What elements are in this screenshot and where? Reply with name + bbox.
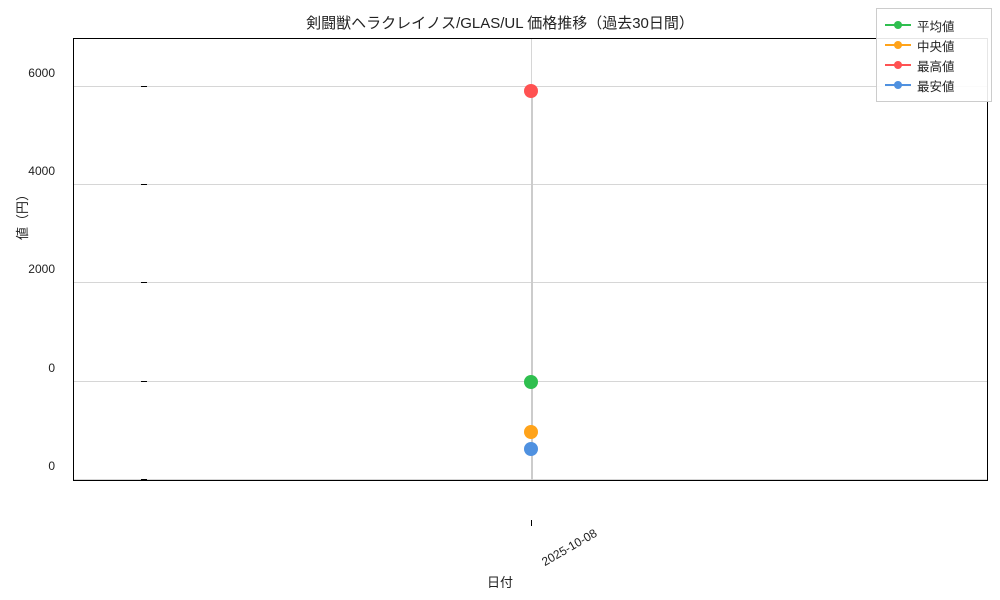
legend-label-median: 中央値 [917, 36, 955, 55]
legend-label-min: 最安値 [917, 76, 955, 95]
value-connector-line [531, 87, 533, 480]
ytick-4000: 2000 [0, 262, 55, 276]
datapoint-median[interactable] [524, 425, 538, 439]
chart-root: 剣闘獣ヘラクレイノス/GLAS/UL 価格推移（過去30日間） 6000 400… [0, 0, 1000, 600]
plot-area: 6000 4000 2000 0 0 2025-10-08 [73, 38, 988, 481]
datapoint-min[interactable] [524, 442, 538, 456]
legend-item-avg[interactable]: 平均値 [885, 15, 983, 35]
legend-swatch-avg [885, 24, 911, 26]
ytick-6000: 4000 [0, 164, 55, 178]
ytick-2000: 0 [0, 361, 55, 375]
legend-swatch-median [885, 44, 911, 46]
ytick-8000: 6000 [0, 66, 55, 80]
ytick-0: 0 [0, 459, 55, 473]
y-axis-label: 値（円） [12, 188, 31, 240]
datapoint-max[interactable] [524, 84, 538, 98]
legend-item-min[interactable]: 最安値 [885, 75, 983, 95]
legend-swatch-min [885, 84, 911, 86]
xtick-label-0: 2025-10-08 [539, 526, 599, 569]
legend-label-max: 最高値 [917, 56, 955, 75]
x-axis-label: 日付 [0, 572, 1000, 591]
legend-item-max[interactable]: 最高値 [885, 55, 983, 75]
datapoint-avg[interactable] [524, 375, 538, 389]
legend-item-median[interactable]: 中央値 [885, 35, 983, 55]
legend-swatch-max [885, 64, 911, 66]
legend-label-avg: 平均値 [917, 16, 955, 35]
chart-legend: 平均値 中央値 最高値 最安値 [876, 8, 992, 102]
chart-title: 剣闘獣ヘラクレイノス/GLAS/UL 価格推移（過去30日間） [0, 12, 1000, 33]
